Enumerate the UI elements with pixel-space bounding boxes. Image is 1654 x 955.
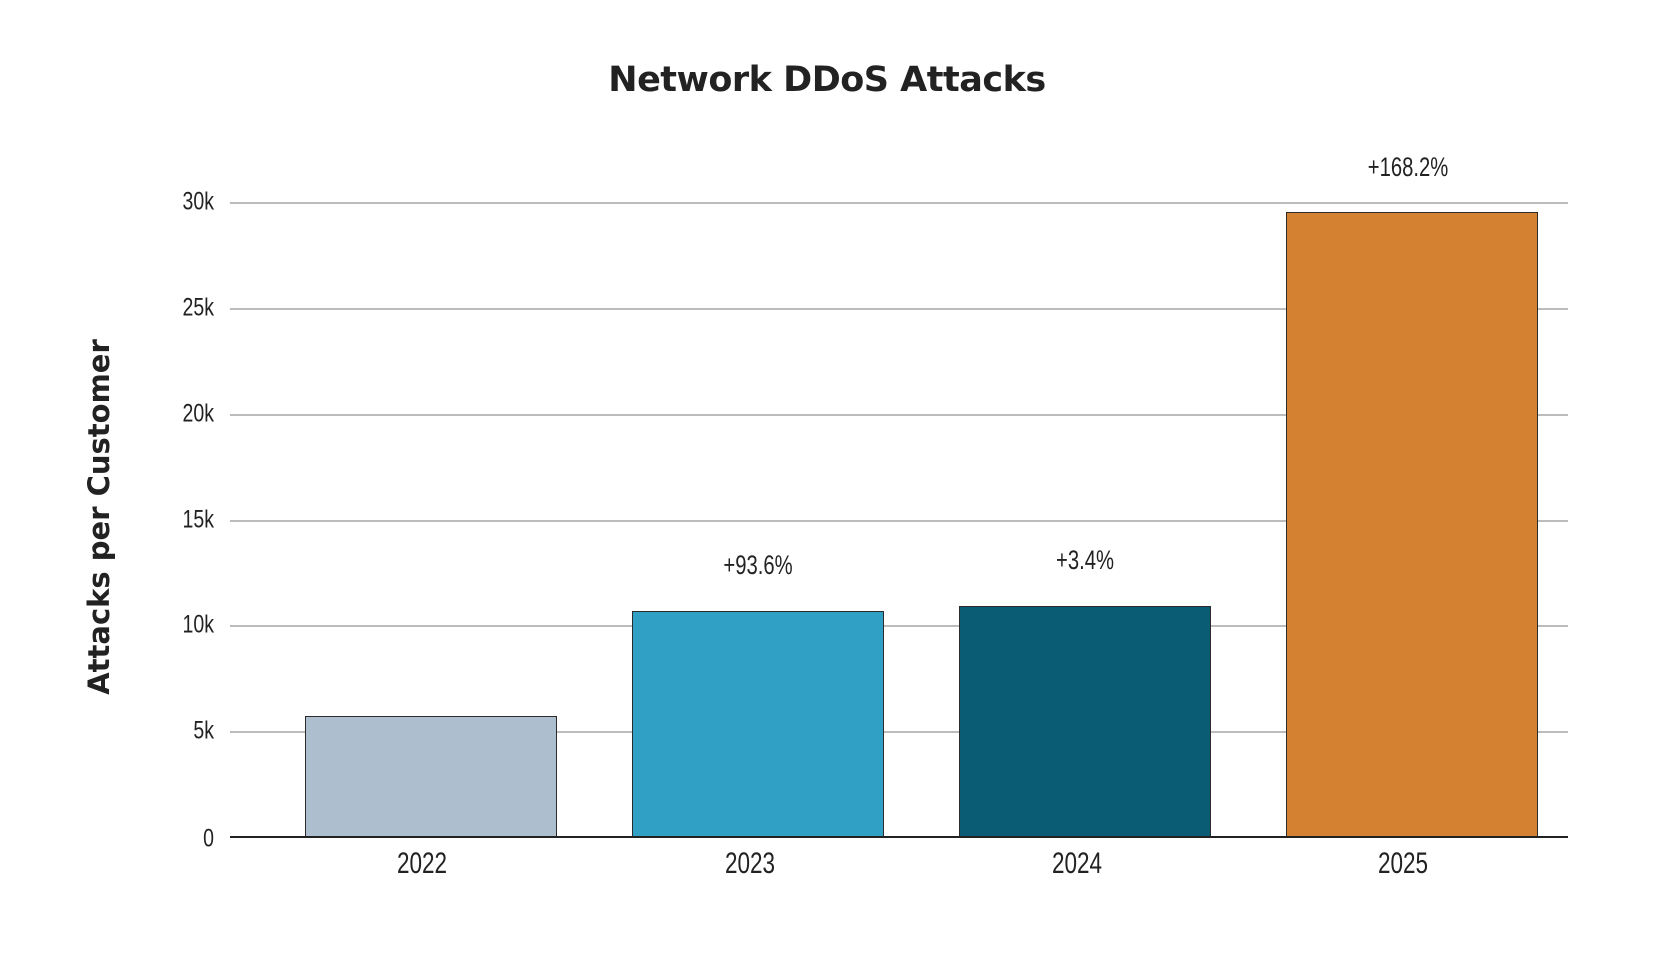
chart-title: Network DDoS Attacks: [608, 60, 1046, 100]
gridline-5k: [230, 731, 1568, 734]
ytick-label: 15k: [182, 505, 214, 533]
pct-label-2023: +93.6%: [723, 550, 793, 580]
ytick-label: 5k: [193, 716, 214, 745]
xtick-label-2025: 2025: [1377, 847, 1429, 880]
bar-2022: [305, 716, 557, 837]
x-axis-line: [230, 836, 1568, 838]
ytick-label: 20k: [182, 399, 214, 428]
bar-2023: [632, 611, 884, 837]
xtick-label-2024: 2024: [1051, 847, 1103, 880]
xtick-label-2023: 2023: [724, 847, 776, 880]
plot-area: 30k 25k 20k 15k 10k 5k 0 +93.6% +3.4% +1…: [183, 152, 1568, 880]
bar-2025: [1286, 212, 1538, 837]
ytick-label: 30k: [182, 187, 214, 216]
gridline-20k: [230, 413, 1568, 416]
pct-label-2025: +168.2%: [1367, 152, 1449, 182]
xtick-label-2022: 2022: [396, 847, 448, 880]
ytick-label: 0: [203, 824, 214, 853]
gridline-10k: [230, 625, 1568, 628]
y-axis-label: Attacks per Customer: [82, 339, 116, 695]
gridline-15k: [230, 519, 1568, 522]
gridline-25k: [230, 307, 1568, 310]
ytick-label: 25k: [182, 293, 214, 322]
pct-label-2024: +3.4%: [1056, 545, 1114, 575]
gridline-30k: [230, 202, 1568, 204]
bar-2024: [959, 606, 1211, 837]
ytick-label: 10k: [182, 610, 214, 639]
